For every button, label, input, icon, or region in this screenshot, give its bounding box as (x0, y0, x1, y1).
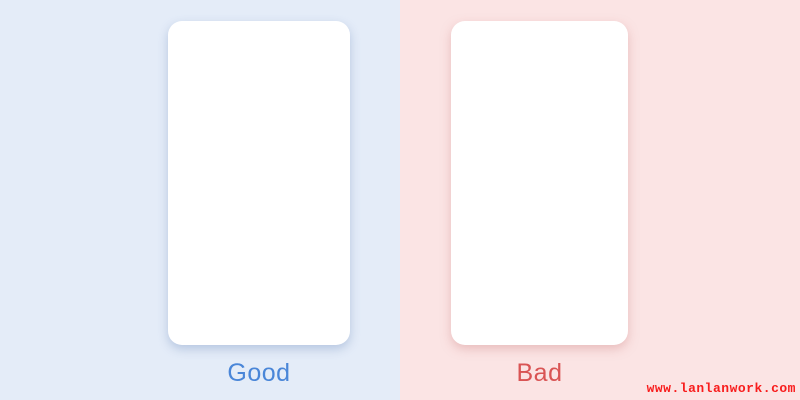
good-panel: Good (0, 0, 400, 400)
good-label: Good (227, 359, 291, 387)
watermark-url: www.lanlanwork.com (646, 381, 796, 396)
good-example-card (168, 21, 350, 345)
bad-panel: Bad (400, 0, 800, 400)
bad-example-card (451, 21, 628, 345)
bad-label: Bad (516, 359, 563, 387)
